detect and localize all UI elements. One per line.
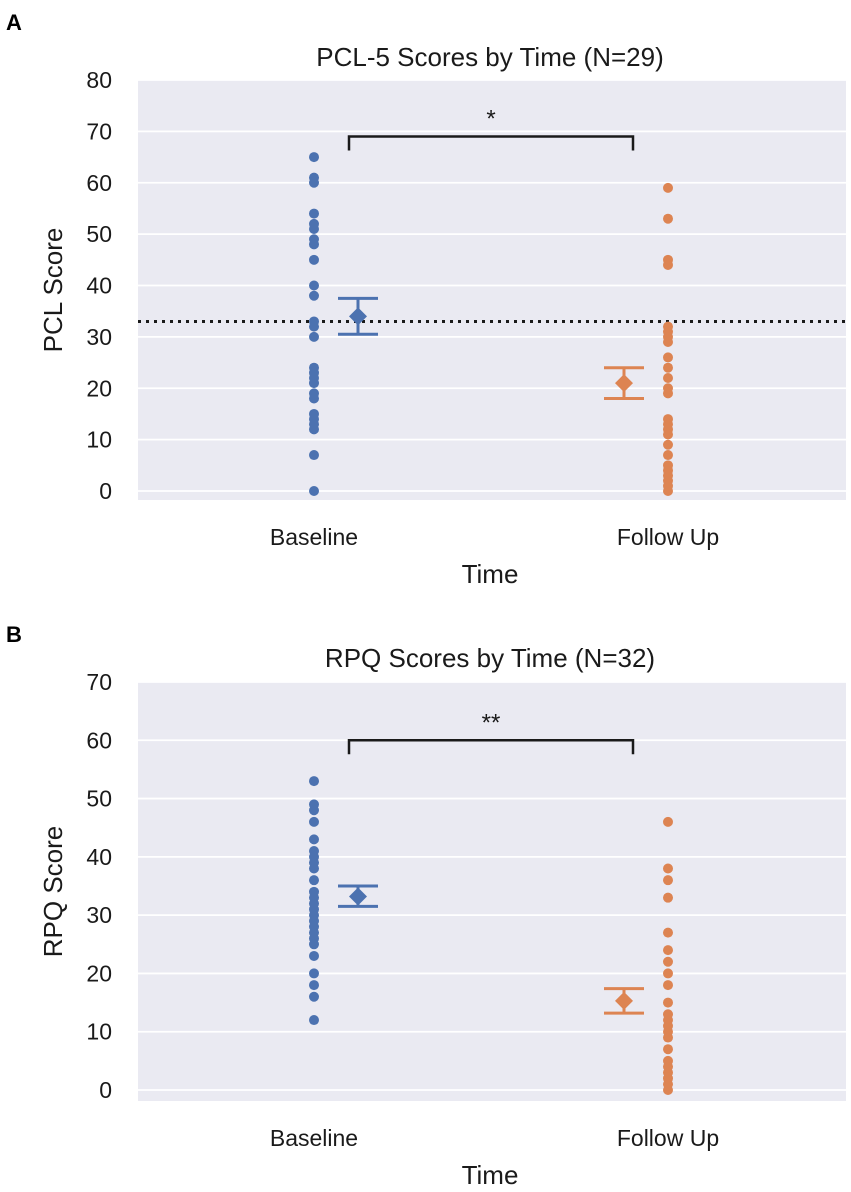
y-tick-label: 10 (86, 1019, 112, 1045)
data-point-follow-up (663, 352, 673, 363)
plot-background (138, 682, 846, 1101)
panel-b-letter: B (6, 622, 22, 647)
data-point-baseline (309, 980, 319, 991)
y-tick-label: 20 (86, 375, 112, 401)
y-axis-label: RPQ Score (38, 826, 68, 958)
y-tick-label: 60 (86, 170, 112, 196)
data-point-baseline (309, 177, 319, 188)
y-tick-label: 0 (99, 1077, 112, 1103)
y-tick-label: 70 (86, 669, 112, 695)
data-point-baseline (309, 776, 319, 787)
panel-a-letter: A (6, 10, 22, 35)
chart-title: RPQ Scores by Time (N=32) (325, 643, 655, 673)
significance-bracket (347, 739, 635, 755)
y-tick-label: 20 (86, 960, 112, 986)
data-point-baseline (309, 1015, 319, 1026)
x-tick-label: Follow Up (617, 1125, 719, 1151)
data-point-baseline (309, 208, 319, 219)
chart-title: PCL-5 Scores by Time (N=29) (316, 42, 664, 72)
data-point-baseline (309, 950, 319, 961)
plot-background (138, 80, 846, 500)
data-point-baseline (309, 816, 319, 827)
data-point-follow-up (663, 968, 673, 979)
data-point-follow-up (663, 997, 673, 1008)
y-tick-label: 50 (86, 221, 112, 247)
x-tick-label: Follow Up (617, 524, 719, 550)
data-point-follow-up (663, 927, 673, 938)
y-tick-label: 40 (86, 844, 112, 870)
data-point-follow-up (663, 213, 673, 224)
data-point-follow-up (663, 337, 673, 348)
data-point-follow-up (663, 259, 673, 270)
data-point-baseline (309, 393, 319, 404)
data-point-follow-up (663, 372, 673, 383)
data-point-follow-up (663, 875, 673, 886)
data-point-follow-up (663, 429, 673, 440)
data-point-follow-up (663, 388, 673, 399)
data-point-baseline (309, 378, 319, 389)
significance-label: * (486, 106, 495, 133)
data-point-follow-up (663, 182, 673, 193)
data-point-baseline (309, 254, 319, 265)
data-point-follow-up (663, 980, 673, 991)
y-tick-label: 40 (86, 273, 112, 299)
y-axis-label: PCL Score (38, 228, 68, 353)
mean-marker (615, 991, 633, 1010)
data-point-follow-up (663, 1044, 673, 1055)
data-point-follow-up (663, 1032, 673, 1043)
data-point-baseline (309, 331, 319, 342)
mean-marker (615, 374, 633, 393)
data-point-follow-up (663, 1085, 673, 1095)
data-point-follow-up (663, 892, 673, 903)
significance-label: ** (482, 709, 501, 736)
data-point-baseline (309, 875, 319, 886)
y-tick-label: 60 (86, 727, 112, 753)
data-point-baseline (309, 239, 319, 250)
significance-bracket (347, 135, 635, 151)
data-point-baseline (309, 290, 319, 301)
data-point-baseline (309, 280, 319, 291)
data-point-baseline (309, 152, 319, 163)
y-tick-label: 50 (86, 786, 112, 812)
panel-a-chart: 0 10 20 30 40 50 60 70 80 PCL-5 Scores by Time (N… (38, 42, 846, 589)
data-point-follow-up (663, 956, 673, 967)
data-point-baseline (309, 834, 319, 845)
data-point-baseline (309, 805, 319, 816)
data-point-follow-up (663, 816, 673, 827)
data-point-follow-up (663, 362, 673, 373)
mean-marker (349, 887, 367, 906)
data-point-follow-up (663, 439, 673, 450)
y-tick-label: 10 (86, 427, 112, 453)
data-point-baseline (309, 991, 319, 1002)
data-point-baseline (309, 450, 319, 461)
data-point-baseline (309, 321, 319, 332)
y-tick-label: 70 (86, 118, 112, 144)
data-point-baseline (309, 968, 319, 979)
x-tick-label: Baseline (270, 524, 358, 550)
data-point-baseline (309, 486, 319, 496)
x-axis-label: Time (462, 559, 519, 589)
data-point-baseline (309, 863, 319, 874)
data-point-follow-up (663, 486, 673, 496)
y-tick-label: 0 (99, 478, 112, 504)
data-point-baseline (309, 424, 319, 435)
mean-marker (349, 307, 367, 326)
panel-b-chart: 0 10 20 30 40 50 60 70 RPQ Scores by Time (N=32)… (38, 643, 846, 1190)
data-point-baseline (309, 223, 319, 234)
y-tick-label: 30 (86, 902, 112, 928)
data-point-follow-up (663, 863, 673, 874)
x-axis-label: Time (462, 1160, 519, 1190)
data-point-follow-up (663, 450, 673, 461)
y-tick-label: 80 (86, 67, 112, 93)
y-tick-label: 30 (86, 324, 112, 350)
data-point-baseline (309, 939, 319, 950)
data-point-follow-up (663, 945, 673, 956)
x-tick-label: Baseline (270, 1125, 358, 1151)
